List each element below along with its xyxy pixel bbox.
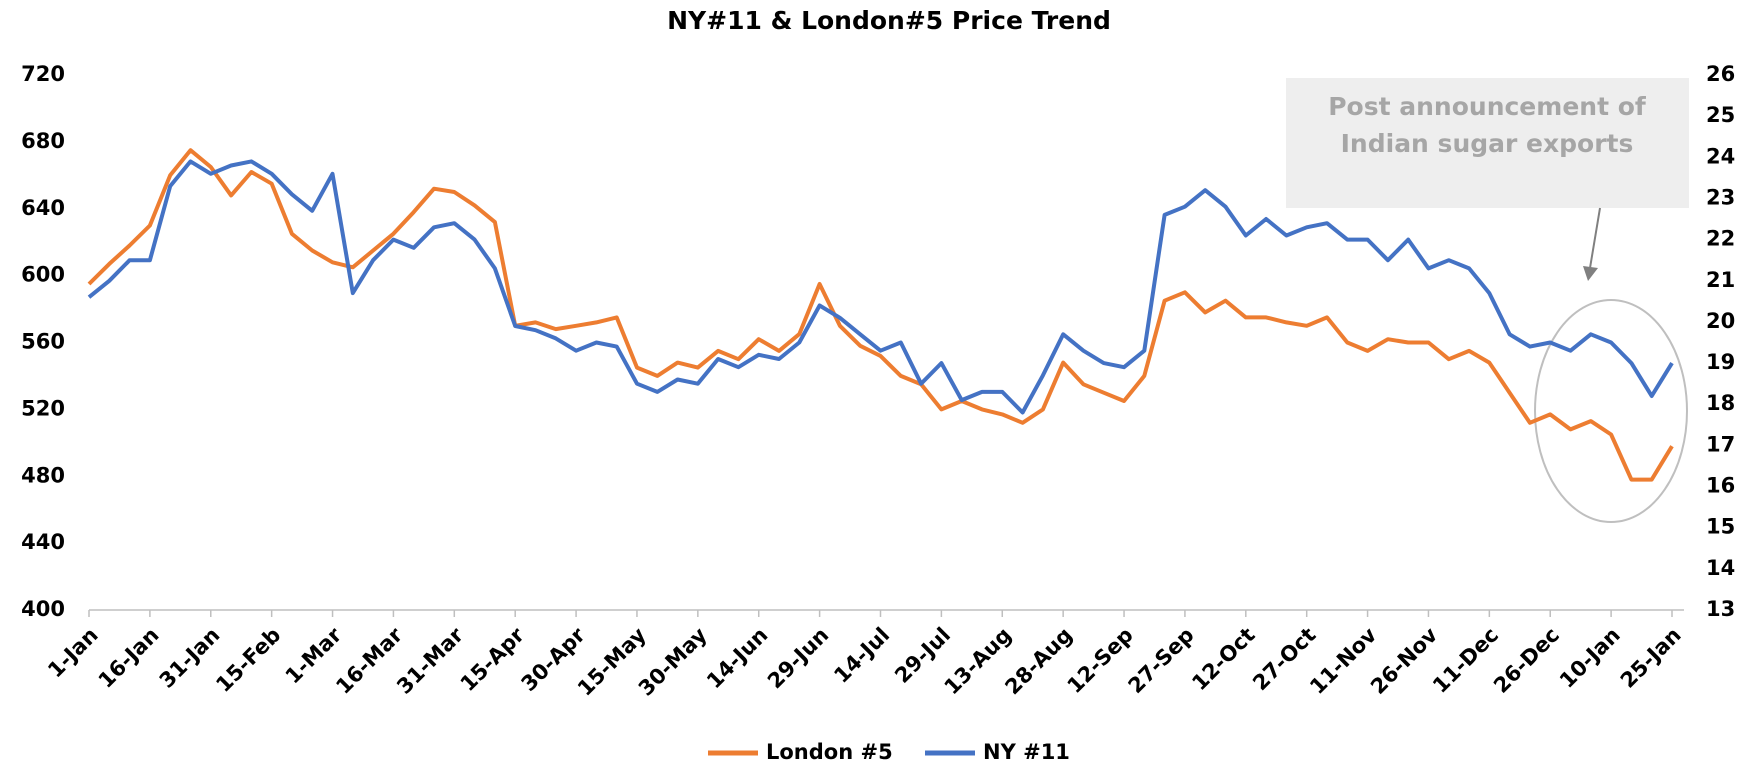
y2-tick-label: 15 [1706, 515, 1735, 539]
legend-label: NY #11 [983, 740, 1070, 764]
x-tick-label: 11-Nov [1305, 623, 1381, 699]
annotation-box [1286, 78, 1689, 208]
x-tick-label: 11-Dec [1428, 623, 1503, 698]
legend-label: London #5 [766, 740, 893, 764]
x-tick-label: 14-Jul [829, 623, 894, 688]
y2-tick-label: 16 [1706, 474, 1735, 498]
annotation: Post announcement of [1328, 92, 1647, 121]
highlight-ellipse [1534, 299, 1688, 523]
x-tick-label: 26-Dec [1489, 623, 1564, 698]
x-tick-label: 16-Jan [94, 623, 164, 693]
x-tick-label: 31-Mar [392, 622, 468, 698]
x-tick-label: 16-Mar [331, 622, 407, 698]
x-tick-label: 27-Sep [1124, 623, 1199, 698]
x-tick-label: 29-Jun [763, 623, 833, 693]
y2-tick-label: 21 [1706, 268, 1735, 292]
series-line [87, 148, 1674, 482]
x-tick-label: 14-Jun [702, 623, 772, 693]
y-tick-label: 680 [21, 129, 65, 153]
x-tick-label: 25-Jan [1616, 623, 1686, 693]
y2-tick-label: 23 [1706, 185, 1735, 209]
x-tick-label: 1-Jan [43, 623, 103, 683]
x-tick-label: 12-Sep [1063, 623, 1138, 698]
y2-tick-label: 25 [1706, 103, 1735, 127]
y2-tick-label: 17 [1706, 432, 1735, 456]
y2-tick-label: 18 [1706, 391, 1735, 415]
y-tick-label: 520 [21, 396, 65, 420]
y-tick-label: 560 [21, 330, 65, 354]
x-tick-label: 15-Apr [456, 622, 530, 696]
x-tick-label: 12-Oct [1187, 623, 1259, 695]
annotation-arrow [1589, 207, 1601, 269]
annotation: Indian sugar exports [1341, 129, 1634, 158]
y-tick-label: 600 [21, 263, 65, 287]
y-tick-label: 720 [21, 62, 65, 86]
y-tick-label: 480 [21, 463, 65, 487]
x-tick-label: 28-Aug [1000, 623, 1077, 700]
arrow-head [1583, 266, 1598, 281]
y2-tick-label: 14 [1706, 556, 1735, 580]
chart-title: NY#11 & London#5 Price Trend [667, 6, 1111, 35]
y2-tick-label: 19 [1706, 350, 1735, 374]
x-tick-label: 10-Jan [1555, 623, 1625, 693]
x-tick-label: 30-May [634, 623, 712, 701]
x-tick-label: 26-Nov [1366, 623, 1442, 699]
y-tick-label: 640 [21, 196, 65, 220]
x-tick-label: 15-Feb [211, 623, 285, 697]
y2-tick-label: 24 [1706, 144, 1735, 168]
y2-tick-label: 13 [1706, 597, 1735, 621]
y2-tick-label: 20 [1706, 309, 1735, 333]
y2-tick-label: 22 [1706, 227, 1735, 251]
series-line [87, 159, 1674, 415]
y-tick-label: 440 [21, 530, 65, 554]
y2-tick-label: 26 [1706, 62, 1735, 86]
y-tick-label: 400 [21, 597, 65, 621]
